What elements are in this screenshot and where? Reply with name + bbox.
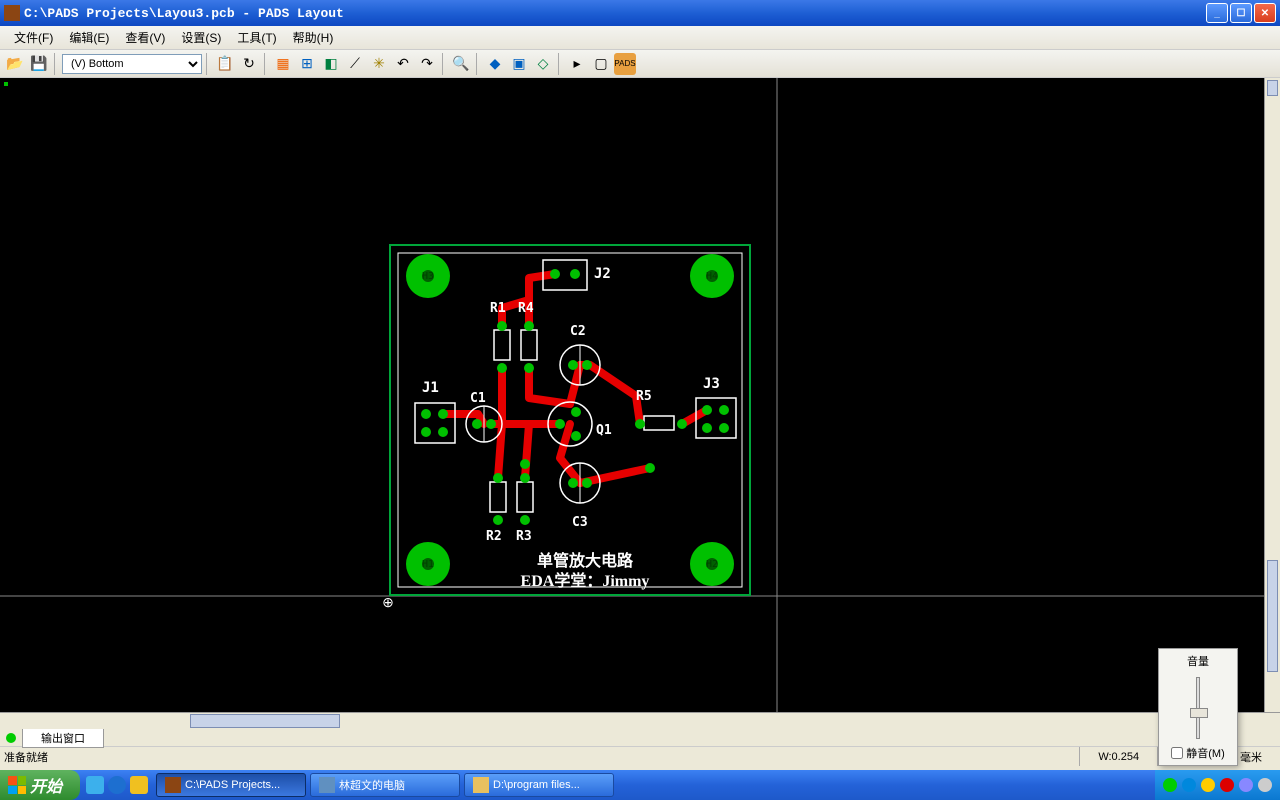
close-button[interactable]: ✕ [1254,3,1276,23]
taskbar: 开始 C:\PADS Projects... 林超文的电脑 D:\program… [0,770,1280,800]
maximize-button[interactable]: ☐ [1230,3,1252,23]
mute-label: 静音(M) [1186,745,1225,761]
tool-blue1-icon[interactable]: ◆ [484,53,506,75]
svg-text:R1: R1 [490,301,506,316]
output-tab[interactable]: 输出窗口 [22,728,104,748]
toolbar: 📂 💾 (V) Bottom 📋 ↻ ▦ ⊞ ◧ ⟋ ✳ ↶ ↷ 🔍 ◆ ▣ ◇… [0,50,1280,78]
taskbar-label-3: D:\program files... [493,779,580,791]
zoom-icon[interactable]: 🔍 [450,53,472,75]
svg-text:R5: R5 [636,389,652,404]
svg-text:J3: J3 [703,376,720,392]
undo-icon[interactable]: ↶ [392,53,414,75]
volume-slider[interactable] [1196,677,1200,739]
taskbar-item-folder[interactable]: D:\program files... [464,773,614,797]
svg-text:EDA学堂：Jimmy: EDA学堂：Jimmy [521,571,650,590]
tray-icon-1[interactable] [1163,778,1177,792]
vertical-scrollbar[interactable] [1264,78,1280,712]
taskbar-item-computer[interactable]: 林超文的电脑 [310,773,460,797]
tool-blue2-icon[interactable]: ▣ [508,53,530,75]
desktop-icon[interactable] [108,776,126,794]
save-icon[interactable]: 💾 [28,53,50,75]
tray-icon-2[interactable] [1182,778,1196,792]
system-tray[interactable] [1155,770,1280,800]
taskbar-item-pads[interactable]: C:\PADS Projects... [156,773,306,797]
refresh-icon[interactable]: ↻ [238,53,260,75]
svg-text:C3: C3 [572,515,588,530]
svg-text:R4: R4 [518,301,534,316]
redo-icon[interactable]: ↷ [416,53,438,75]
status-ready: 准备就绪 [0,749,1079,765]
menu-file[interactable]: 文件(F) [6,26,61,49]
svg-text:单管放大电路: 单管放大电路 [537,551,634,570]
svg-text:C1: C1 [470,391,486,406]
output-row: 输出窗口 [0,728,1280,746]
computer-icon [319,777,335,793]
windows-logo-icon [8,776,26,794]
pcb-canvas[interactable]: H3 H4 H1 H2 J1 J2 J3 R1 R4 R2 R3 R5 C1 C2 C3 Q1 ⊕ 单管放大电路E… [0,78,1280,712]
svg-text:⊕: ⊕ [382,594,394,610]
svg-text:J2: J2 [594,266,611,282]
start-label: 开始 [30,773,62,797]
tool-green-icon[interactable]: ◇ [532,53,554,75]
svg-text:H2: H2 [706,559,718,570]
layer-select[interactable]: (V) Bottom [62,54,202,74]
tray-icon-5[interactable] [1239,778,1253,792]
app-icon [4,5,20,21]
menu-tools[interactable]: 工具(T) [229,26,284,49]
output-indicator [6,733,16,743]
volume-thumb[interactable] [1190,708,1208,718]
titlebar: C:\PADS Projects\Layou3.pcb - PADS Layou… [0,0,1280,26]
tool-5-icon[interactable]: ✳ [368,53,390,75]
qq-icon[interactable] [130,776,148,794]
tool-7-icon[interactable]: ▢ [590,53,612,75]
menu-edit[interactable]: 编辑(E) [61,26,117,49]
start-button[interactable]: 开始 [0,770,80,800]
tool-4-icon[interactable]: ⟋ [344,53,366,75]
hscroll-thumb[interactable] [190,714,340,728]
svg-text:H3: H3 [422,271,434,282]
menu-view[interactable]: 查看(V) [117,26,173,49]
pads-icon [165,777,181,793]
volume-popup: 音量 静音(M) [1158,648,1238,766]
tool-3-icon[interactable]: ◧ [320,53,342,75]
mute-checkbox[interactable] [1171,747,1183,759]
svg-text:J1: J1 [422,380,439,396]
taskbar-label-1: C:\PADS Projects... [185,779,280,791]
tool-6-icon[interactable]: ▸ [566,53,588,75]
horizontal-scrollbar[interactable] [0,713,1280,729]
menu-help[interactable]: 帮助(H) [285,26,342,49]
open-icon[interactable]: 📂 [4,53,26,75]
volume-title: 音量 [1187,653,1209,669]
copy-icon[interactable]: 📋 [214,53,236,75]
hscroll-row [0,712,1280,728]
svg-text:H1: H1 [422,559,434,570]
svg-text:Q1: Q1 [596,423,612,438]
ie-icon[interactable] [86,776,104,794]
tool-2-icon[interactable]: ⊞ [296,53,318,75]
tool-1-icon[interactable]: ▦ [272,53,294,75]
svg-text:R3: R3 [516,529,532,544]
menu-settings[interactable]: 设置(S) [173,26,229,49]
tray-icon-4[interactable] [1220,778,1234,792]
minimize-button[interactable]: _ [1206,3,1228,23]
quick-launch [80,776,154,794]
mute-row[interactable]: 静音(M) [1171,745,1225,761]
statusbar: 准备就绪 W:0.254 G:1 1 毫米 [0,746,1280,766]
pcb-drawing: H3 H4 H1 H2 J1 J2 J3 R1 R4 R2 R3 R5 C1 C2 C3 Q1 ⊕ 单管放大电路E… [0,78,1264,712]
tool-router-icon[interactable]: PADS [614,53,636,75]
taskbar-label-2: 林超文的电脑 [339,777,405,793]
menubar: 文件(F) 编辑(E) 查看(V) 设置(S) 工具(T) 帮助(H) [0,26,1280,50]
tray-volume-icon[interactable] [1258,778,1272,792]
status-width: W:0.254 [1079,747,1157,766]
svg-text:R2: R2 [486,529,502,544]
svg-text:C2: C2 [570,324,586,339]
folder-icon [473,777,489,793]
tray-icon-3[interactable] [1201,778,1215,792]
window-title: C:\PADS Projects\Layou3.pcb - PADS Layou… [24,6,1206,21]
window-controls: _ ☐ ✕ [1206,3,1276,23]
svg-text:H4: H4 [706,271,718,282]
